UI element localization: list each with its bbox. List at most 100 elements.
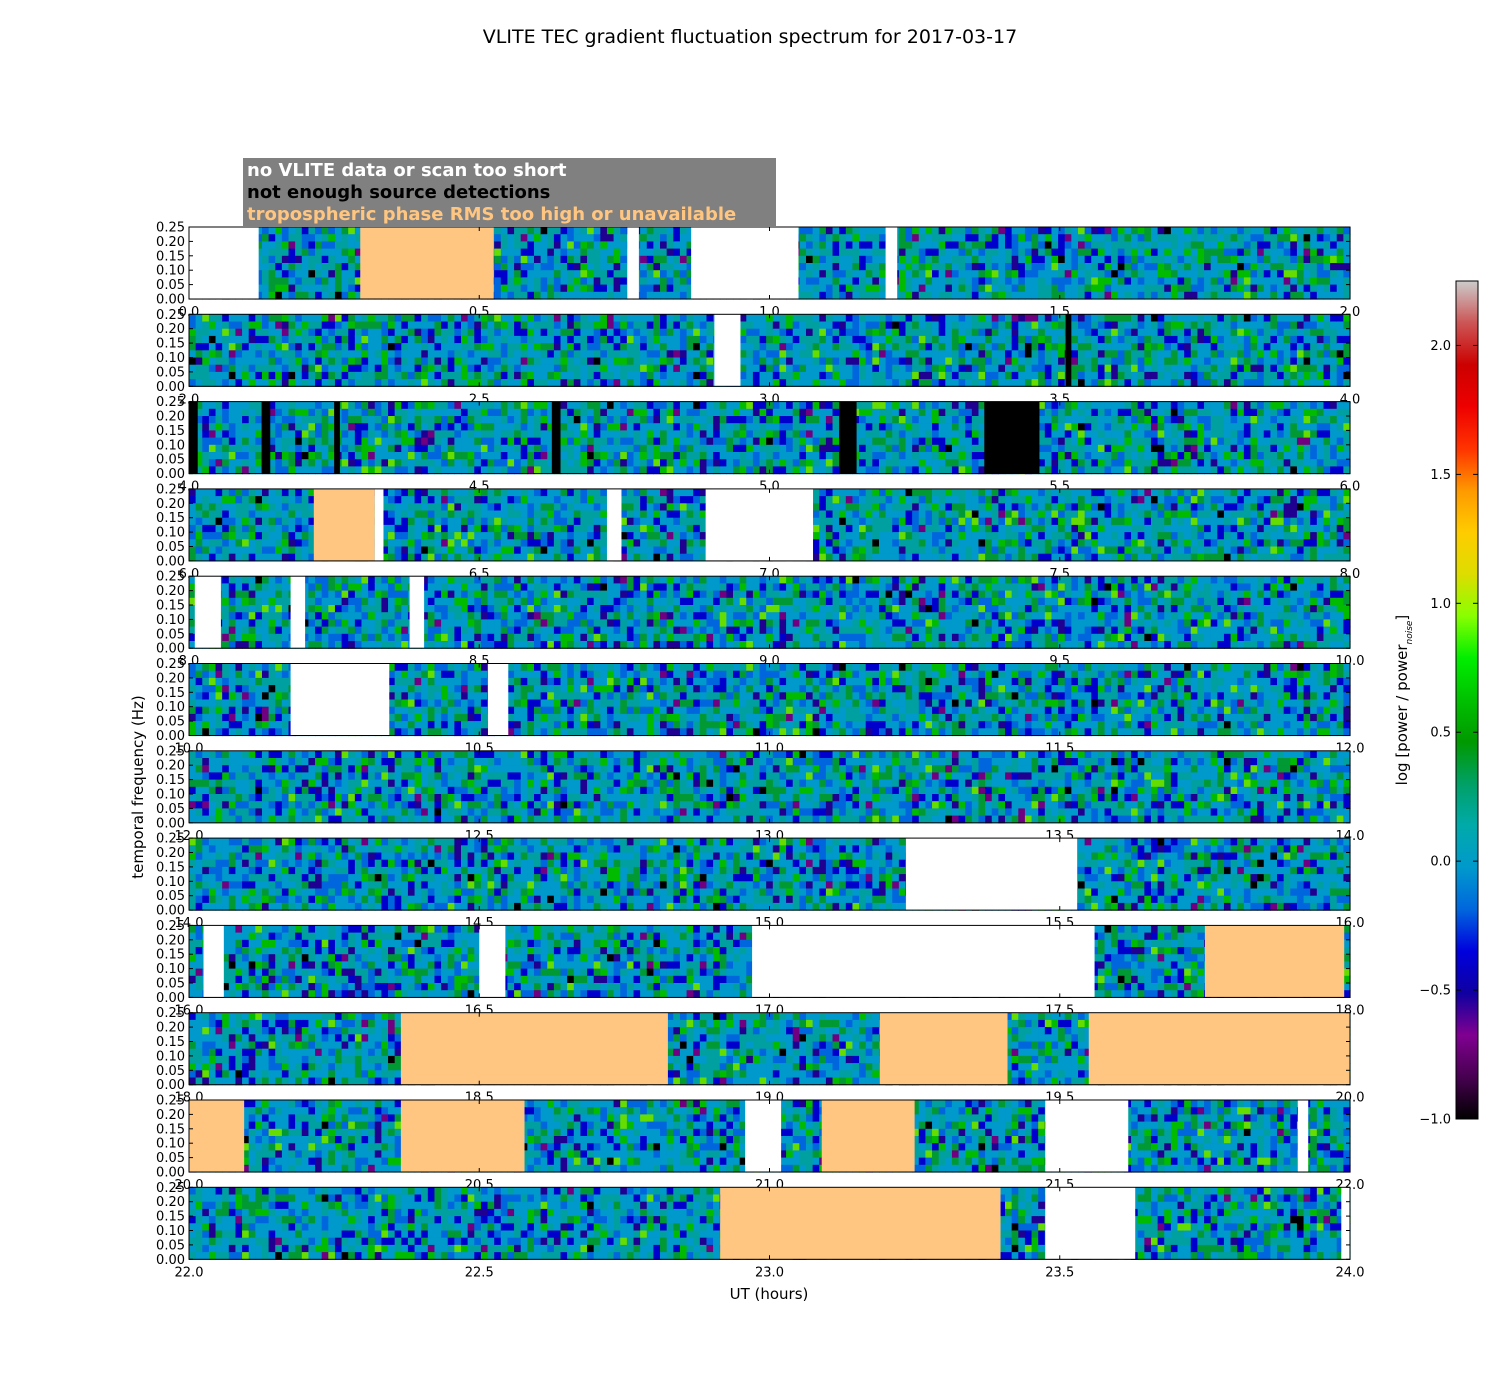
- flag-tropo: [720, 1187, 1001, 1260]
- y-tick-label: 0.05: [156, 1238, 185, 1253]
- flag-detect: [334, 401, 340, 474]
- y-tick-label: 0.25: [156, 482, 185, 497]
- colorbar-ticks: −1.0 −0.5 0.0 0.5 1.0 1.5 2.0: [1419, 339, 1478, 1128]
- legend-item-tropo-rms: tropospheric phase RMS too high or unava…: [247, 204, 736, 225]
- y-tick-label: 0.20: [156, 671, 185, 686]
- y-tick-label: 0.05: [156, 627, 185, 642]
- flag-nodata: [691, 227, 799, 299]
- y-tick-label: 0.05: [156, 365, 185, 380]
- colorbar: −1.0 −0.5 0.0 0.5 1.0 1.5 2.0 log [power / pow…: [1393, 280, 1479, 1128]
- flag-tropo: [360, 227, 494, 299]
- x-tick-label: 23.5: [1045, 1265, 1074, 1280]
- flag-nodata: [194, 576, 221, 649]
- flag-nodata: [714, 314, 741, 387]
- y-tick-label: 0.10: [156, 613, 185, 628]
- flag-detect: [261, 401, 271, 474]
- flag-nodata: [409, 576, 425, 649]
- y-tick-label: 0.00: [156, 293, 185, 308]
- chart-title: VLITE TEC gradient fluctuation spectrum …: [483, 26, 1017, 48]
- y-tick-label: 0.15: [156, 1210, 185, 1225]
- y-tick-label: 0.10: [156, 875, 185, 890]
- spectrum-texture: [189, 314, 1351, 387]
- y-tick-label: 0.10: [156, 264, 185, 279]
- flag-tropo: [400, 1100, 525, 1172]
- y-tick-label: 0.00: [156, 1253, 185, 1268]
- y-tick-label: 0.00: [156, 642, 185, 657]
- y-tick-label: 0.25: [156, 919, 185, 934]
- flag-nodata: [479, 925, 506, 998]
- y-tick-label: 0.00: [156, 991, 185, 1006]
- y-tick-label: 0.00: [156, 816, 185, 831]
- y-tick-label: 0.05: [156, 977, 185, 992]
- y-tick-label: 0.20: [156, 1021, 185, 1036]
- flag-nodata: [290, 663, 390, 736]
- y-tick-label: 0.25: [156, 395, 185, 410]
- flag-nodata: [705, 488, 814, 561]
- spectrum-texture: [189, 401, 1351, 475]
- x-tick-label: 22.0: [175, 1265, 204, 1280]
- flag-nodata: [627, 227, 639, 299]
- y-tick-label: 0.15: [156, 1122, 185, 1137]
- y-tick-label: 0.00: [156, 1078, 185, 1093]
- flag-detect: [1065, 314, 1072, 387]
- panel-4: 0.000.050.100.150.200.258.0 8.5 9.0 9.5 10.0: [156, 570, 1364, 670]
- y-tick-label: 0.15: [156, 249, 185, 264]
- y-tick-label: 0.05: [156, 889, 185, 904]
- spectrum-texture: [189, 576, 1351, 649]
- flag-tropo: [400, 1012, 668, 1085]
- y-tick-label: 0.05: [156, 1151, 185, 1166]
- y-tick-label: 0.25: [156, 657, 185, 672]
- y-tick-label: 0.20: [156, 759, 185, 774]
- flag-nodata: [1045, 1187, 1136, 1260]
- flag-detect: [839, 401, 857, 474]
- spectrum-texture: [189, 488, 1351, 562]
- y-tick-label: 0.05: [156, 1064, 185, 1079]
- legend-item-few-detections: not enough source detections: [247, 182, 550, 203]
- y-tick-label: 0.15: [156, 337, 185, 352]
- colorbar-tick-label: −0.5: [1419, 984, 1451, 999]
- flag-nodata: [1045, 1100, 1129, 1172]
- y-tick-label: 0.00: [156, 554, 185, 569]
- flag-tropo: [821, 1100, 915, 1172]
- flag-legend: no VLITE data or scan too short not enou…: [243, 158, 776, 226]
- flag-nodata: [885, 227, 898, 299]
- y-tick-label: 0.20: [156, 933, 185, 948]
- y-tick-label: 0.25: [156, 308, 185, 323]
- y-tick-label: 0.20: [156, 1108, 185, 1123]
- y-axis-label: temporal frequency (Hz): [129, 695, 147, 879]
- y-tick-label: 0.25: [156, 1094, 185, 1109]
- y-tick-label: 0.05: [156, 540, 185, 555]
- flag-tropo: [1088, 1012, 1350, 1085]
- y-tick-label: 0.20: [156, 584, 185, 599]
- flag-detect: [984, 401, 1040, 474]
- y-tick-label: 0.25: [156, 570, 185, 585]
- flag-nodata: [745, 1100, 782, 1172]
- colorbar-tick-label: 2.0: [1430, 339, 1451, 354]
- legend-item-no-data: no VLITE data or scan too short: [247, 160, 567, 181]
- y-tick-label: 0.10: [156, 962, 185, 977]
- x-tick-label: 22.5: [465, 1265, 494, 1280]
- y-tick-label: 0.25: [156, 744, 185, 759]
- panel-3: 0.000.050.100.150.200.256.0 6.5 7.0 7.5 8.0: [156, 482, 1360, 582]
- y-tick-label: 0.15: [156, 860, 185, 875]
- y-tick-label: 0.15: [156, 424, 185, 439]
- x-tick-label: 23.0: [755, 1265, 784, 1280]
- y-tick-label: 0.20: [156, 846, 185, 861]
- panel-2: 0.000.050.100.150.200.254.0 4.5 5.0 5.5 6.0: [156, 395, 1360, 495]
- flag-nodata: [606, 488, 622, 561]
- y-tick-label: 0.10: [156, 1049, 185, 1064]
- y-tick-label: 0.05: [156, 453, 185, 468]
- colorbar-label: log [power / powernoise]: [1393, 615, 1415, 786]
- spectrum-texture: [189, 750, 1351, 824]
- y-tick-label: 0.10: [156, 438, 185, 453]
- x-axis-label: UT (hours): [730, 1285, 809, 1303]
- y-tick-label: 0.00: [156, 467, 185, 482]
- y-tick-label: 0.00: [156, 1166, 185, 1181]
- y-tick-label: 0.20: [156, 410, 185, 425]
